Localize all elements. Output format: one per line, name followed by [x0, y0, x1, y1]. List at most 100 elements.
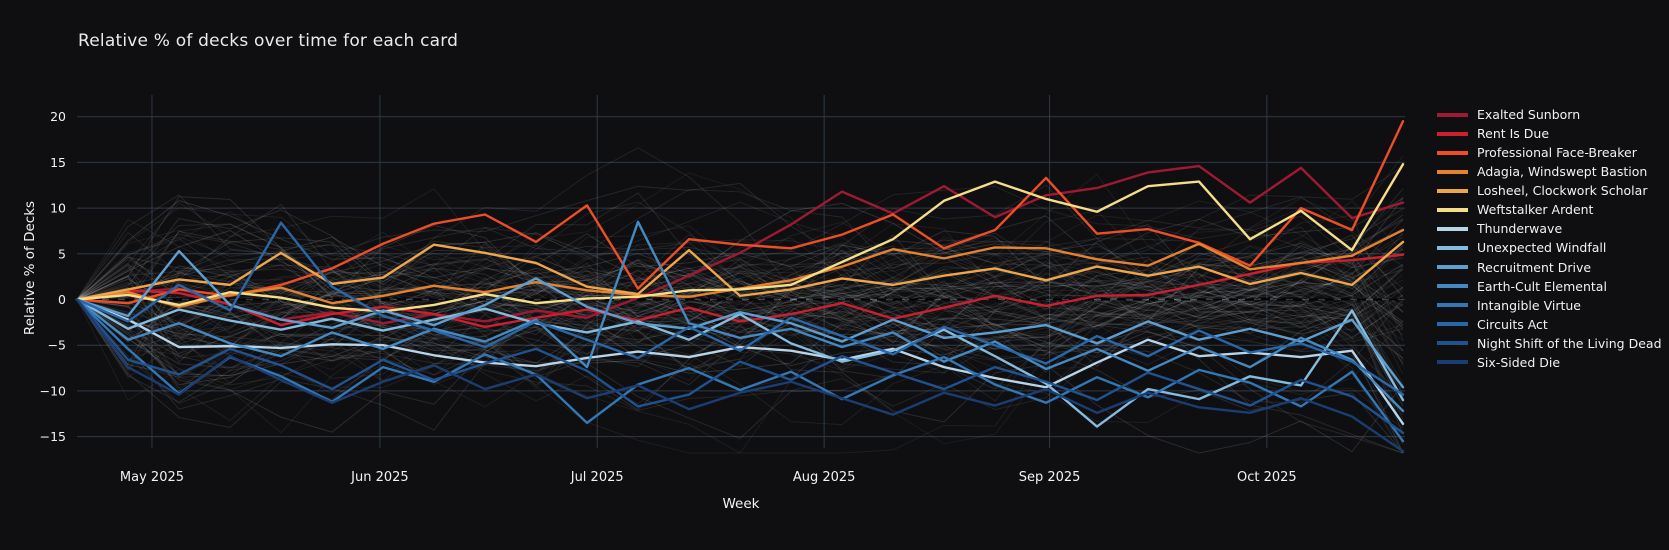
series-line — [75, 120, 1405, 305]
background-card-line — [76, 260, 1404, 454]
series-line — [75, 249, 1405, 389]
background-card-line — [76, 232, 1404, 401]
y-tick-label: 20 — [50, 109, 66, 124]
background-card-line — [76, 270, 1404, 369]
legend-item[interactable]: Intangible Virtue — [1437, 296, 1662, 315]
legend-swatch-line — [1437, 303, 1468, 308]
background-card-line — [76, 242, 1404, 428]
legend-label: Weftstalker Ardent — [1477, 202, 1594, 218]
legend-item[interactable]: Earth-Cult Elemental — [1437, 277, 1662, 296]
background-card-line — [76, 155, 1404, 382]
background-card-line — [76, 258, 1404, 364]
background-card-line — [76, 197, 1404, 357]
background-card-line — [76, 243, 1404, 398]
legend-item[interactable]: Unexpected Windfall — [1437, 238, 1662, 257]
legend-item[interactable]: Night Shift of the Living Dead — [1437, 334, 1662, 353]
background-card-line — [76, 182, 1404, 326]
legend-swatch-line — [1437, 265, 1468, 270]
legend-item[interactable]: Adagia, Windswept Bastion — [1437, 162, 1662, 181]
legend-swatch-line — [1437, 150, 1468, 155]
legend-label: Six-Sided Die — [1477, 354, 1561, 370]
y-tick-label: −10 — [40, 383, 66, 398]
background-card-line — [76, 249, 1404, 445]
background-card-line — [76, 200, 1404, 355]
x-tick-label: Aug 2025 — [793, 470, 856, 485]
series-line — [75, 221, 1405, 396]
y-tick-label: 0 — [58, 292, 66, 307]
background-card-line — [76, 233, 1404, 431]
legend-label: Unexpected Windfall — [1477, 240, 1607, 256]
background-card-line — [76, 256, 1404, 403]
legend-label: Circuits Act — [1477, 316, 1548, 332]
background-card-line — [76, 243, 1404, 354]
legend-swatch-line — [1437, 207, 1468, 212]
x-tick-label: May 2025 — [120, 470, 184, 485]
background-card-line — [76, 188, 1404, 426]
background-card-line — [76, 173, 1404, 390]
legend-item[interactable]: Rent Is Due — [1437, 124, 1662, 143]
x-tick-label: Oct 2025 — [1237, 470, 1297, 485]
series-line — [75, 298, 1405, 453]
legend-label: Losheel, Clockwork Scholar — [1477, 183, 1648, 199]
x-tick-label: Jun 2025 — [350, 470, 409, 485]
legend-item[interactable]: Professional Face-Breaker — [1437, 143, 1662, 162]
background-card-line — [76, 282, 1404, 454]
background-card-line — [76, 218, 1404, 440]
background-card-line — [76, 209, 1404, 357]
legend-swatch-line — [1437, 226, 1468, 231]
legend-label: Intangible Virtue — [1477, 297, 1581, 313]
series-line — [75, 220, 1405, 413]
background-card-line — [76, 172, 1404, 392]
background-card-line — [76, 267, 1404, 329]
legend-item[interactable]: Weftstalker Ardent — [1437, 200, 1662, 219]
background-card-line — [76, 209, 1404, 422]
background-card-line — [76, 245, 1404, 364]
y-tick-label: 15 — [50, 155, 66, 170]
background-card-line — [76, 260, 1404, 454]
series-line — [75, 298, 1405, 426]
legend-swatch-line — [1437, 112, 1468, 117]
background-card-line — [76, 244, 1404, 377]
legend-label: Professional Face-Breaker — [1477, 145, 1637, 161]
y-tick-label: −5 — [48, 338, 66, 353]
legend-item[interactable]: Six-Sided Die — [1437, 353, 1662, 372]
background-card-line — [76, 278, 1404, 454]
legend-item[interactable]: Losheel, Clockwork Scholar — [1437, 181, 1662, 200]
legend-item[interactable]: Circuits Act — [1437, 315, 1662, 334]
legend-swatch-line — [1437, 341, 1468, 346]
legend-label: Recruitment Drive — [1477, 259, 1592, 275]
background-card-line — [76, 200, 1404, 391]
legend-swatch-line — [1437, 284, 1468, 289]
background-card-line — [76, 253, 1404, 336]
legend-swatch-line — [1437, 322, 1468, 327]
legend-item[interactable]: Recruitment Drive — [1437, 258, 1662, 277]
legend-item[interactable]: Thunderwave — [1437, 219, 1662, 238]
series-line — [75, 240, 1405, 301]
x-tick-label: Sep 2025 — [1019, 470, 1081, 485]
legend-label: Night Shift of the Living Dead — [1477, 335, 1662, 351]
background-card-line — [76, 228, 1404, 385]
background-card-line — [76, 197, 1404, 338]
y-tick-label: 10 — [50, 201, 66, 216]
legend-label: Adagia, Windswept Bastion — [1477, 164, 1648, 180]
background-card-line — [76, 184, 1404, 405]
background-card-line — [76, 194, 1404, 376]
series-line — [75, 164, 1405, 325]
background-card-line — [76, 236, 1404, 336]
legend-swatch-line — [1437, 245, 1468, 250]
background-card-line — [76, 243, 1404, 378]
legend-swatch-line — [1437, 169, 1468, 174]
background-card-line — [76, 274, 1404, 435]
y-axis-title: Relative % of Decks — [22, 200, 38, 336]
background-card-line — [76, 185, 1404, 372]
background-card-line — [76, 229, 1404, 321]
y-tick-label: 5 — [58, 246, 66, 261]
legend-item[interactable]: Exalted Sunborn — [1437, 105, 1662, 124]
legend: Exalted Sunborn Rent Is Due Professional F… — [1437, 105, 1662, 372]
series-line — [75, 298, 1405, 443]
background-card-line — [76, 261, 1404, 404]
background-card-line — [76, 290, 1404, 412]
background-card-line — [76, 210, 1404, 416]
background-card-line — [76, 263, 1404, 331]
